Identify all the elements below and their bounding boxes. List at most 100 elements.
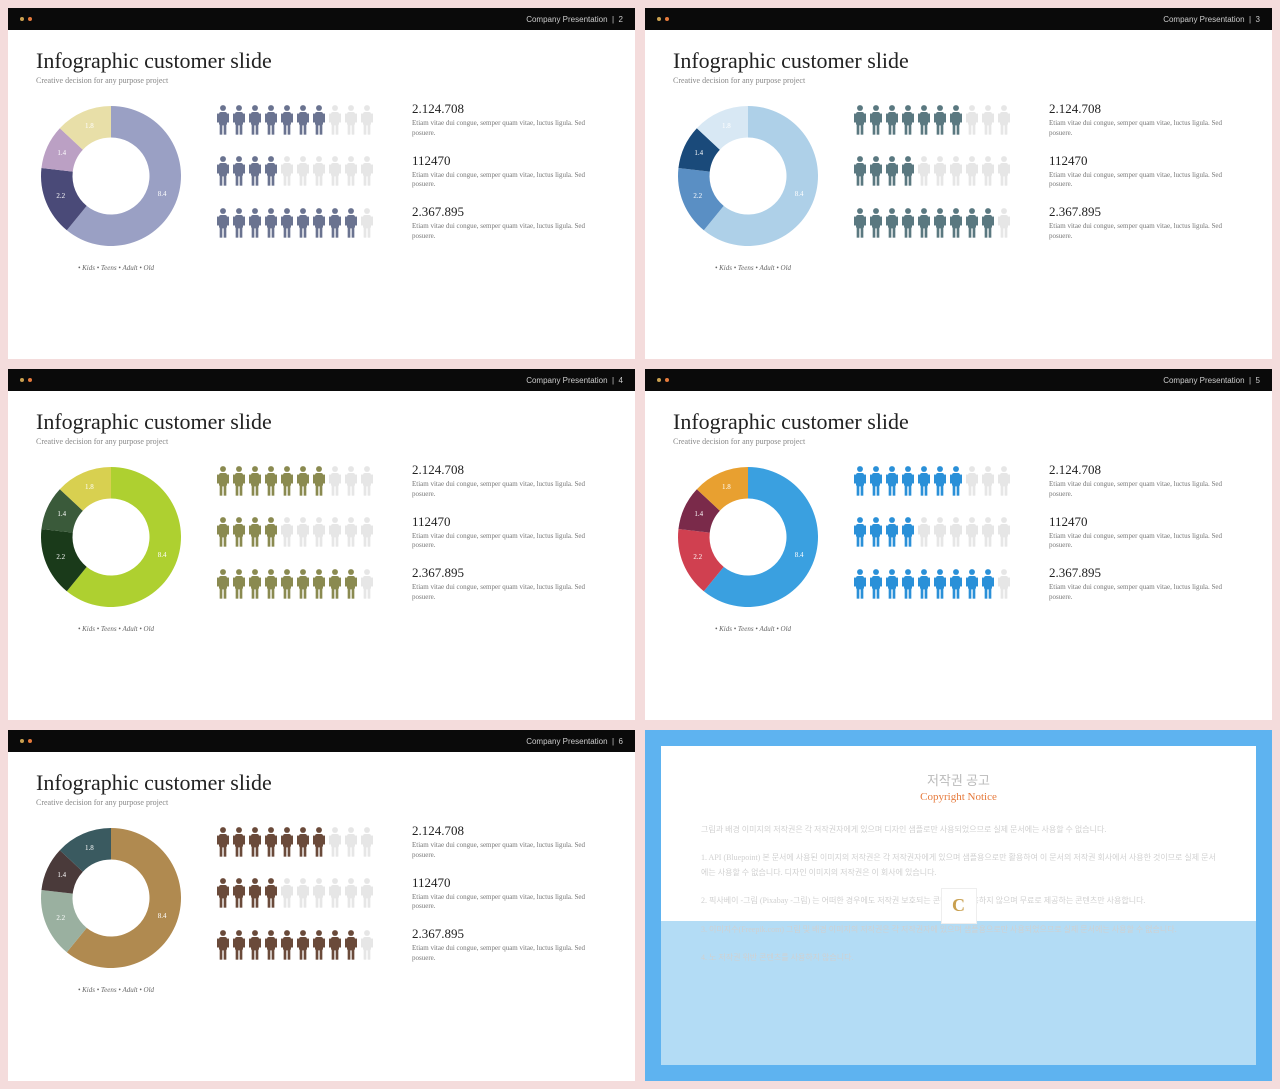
stat-number: 112470 xyxy=(412,514,607,530)
stats-list: 2.124.708 Etiam vitae dui congue, semper … xyxy=(216,823,607,994)
slide-subtitle: Creative decision for any purpose projec… xyxy=(36,437,607,446)
stat-number: 112470 xyxy=(412,153,607,169)
people-icons xyxy=(853,568,1033,600)
people-icons xyxy=(216,104,396,136)
header-text: Company Presentation | 6 xyxy=(526,737,623,746)
slide: Company Presentation | 2 Infographic cust… xyxy=(8,8,635,359)
svg-text:1.4: 1.4 xyxy=(57,871,66,879)
copyright-para: 3. 이미지수(Freepik.com) 그림 및 배경 이미지의 저작권은 각… xyxy=(701,923,1216,937)
svg-text:1.8: 1.8 xyxy=(722,483,731,491)
slide: Company Presentation | 6Infographic cust… xyxy=(8,730,635,1081)
legend: • Kids • Teens • Adult • Old xyxy=(673,625,833,633)
stat-number: 2.124.708 xyxy=(1049,462,1244,478)
stat-desc: Etiam vitae dui congue, semper quam vita… xyxy=(1049,222,1244,242)
svg-text:2.2: 2.2 xyxy=(693,192,702,200)
stat-desc: Etiam vitae dui congue, semper quam vita… xyxy=(412,119,607,139)
svg-text:1.8: 1.8 xyxy=(85,483,94,491)
svg-text:2.2: 2.2 xyxy=(56,914,65,922)
people-icons xyxy=(216,929,396,961)
slide-subtitle: Creative decision for any purpose projec… xyxy=(673,76,1244,85)
stat-number: 2.124.708 xyxy=(1049,101,1244,117)
svg-text:1.4: 1.4 xyxy=(57,510,66,518)
stat-desc: Etiam vitae dui congue, semper quam vita… xyxy=(412,222,607,242)
stat-number: 112470 xyxy=(1049,514,1244,530)
svg-text:1.8: 1.8 xyxy=(722,122,731,130)
stat-row: 112470Etiam vitae dui congue, semper qua… xyxy=(853,153,1244,191)
stat-row: 2.367.895Etiam vitae dui congue, semper … xyxy=(216,565,607,603)
people-icons xyxy=(216,465,396,497)
legend: • Kids • Teens • Adult • Old xyxy=(36,264,196,272)
stat-desc: Etiam vitae dui congue, semper quam vita… xyxy=(412,480,607,500)
stat-row: 2.124.708 Etiam vitae dui congue, semper … xyxy=(853,101,1244,139)
svg-text:1.4: 1.4 xyxy=(694,510,703,518)
donut-chart: 8.42.21.41.8• Kids • Teens • Adult • Old xyxy=(36,101,196,272)
slide-header: Company Presentation | 3 xyxy=(645,8,1272,30)
slide: Company Presentation | 5 Infographic cust… xyxy=(645,369,1272,720)
svg-text:2.2: 2.2 xyxy=(56,553,65,561)
people-icons xyxy=(216,155,396,187)
stat-row: 112470 Etiam vitae dui congue, semper qua… xyxy=(216,514,607,552)
donut-chart: 8.4 2.2 1.4 1.8 • Kids • Teens • Adult • Old xyxy=(673,101,833,272)
stat-number: 2.124.708 xyxy=(412,823,607,839)
svg-text:1.8: 1.8 xyxy=(85,844,94,852)
copyright-para: 1. API (Bluepoint) 본 문서에 사용된 이미지의 저작권은 각… xyxy=(701,851,1216,880)
stat-desc: Etiam vitae dui congue, semper quam vita… xyxy=(1049,480,1244,500)
stat-number: 112470 xyxy=(1049,153,1244,169)
slide-header: Company Presentation | 4 xyxy=(8,369,635,391)
stats-list: 2.124.708 Etiam vitae dui congue, semper … xyxy=(216,462,607,633)
stat-number: 2.124.708 xyxy=(412,462,607,478)
donut-chart: 8.4 2.2 1.4 1.8 • Kids • Teens • Adult • Old xyxy=(36,462,196,633)
svg-text:8.4: 8.4 xyxy=(795,190,804,198)
header-text: Company Presentation | 2 xyxy=(526,15,623,24)
svg-text:1.8: 1.8 xyxy=(85,122,94,130)
donut-chart: 8.4 2.2 1.4 1.8 • Kids • Teens • Adult • Old xyxy=(673,462,833,633)
slide-header: Company Presentation | 5 xyxy=(645,369,1272,391)
svg-text:8.4: 8.4 xyxy=(795,551,804,559)
stat-number: 112470 xyxy=(412,875,607,891)
stat-desc: Etiam vitae dui congue, semper quam vita… xyxy=(412,893,607,913)
slide-subtitle: Creative decision for any purpose projec… xyxy=(36,798,607,807)
copyright-title: 저작권 공고Copyright Notice xyxy=(661,770,1256,803)
stat-row: 2.124.708Etiam vitae dui congue, semper … xyxy=(216,101,607,139)
stat-desc: Etiam vitae dui congue, semper quam vita… xyxy=(412,944,607,964)
stat-row: 112470 Etiam vitae dui congue, semper qua… xyxy=(216,875,607,913)
stats-list: 2.124.708 Etiam vitae dui congue, semper … xyxy=(853,101,1244,272)
svg-text:1.4: 1.4 xyxy=(57,149,66,157)
stat-row: 2.124.708 Etiam vitae dui congue, semper … xyxy=(216,462,607,500)
svg-text:8.4: 8.4 xyxy=(158,551,167,559)
header-text: Company Presentation | 4 xyxy=(526,376,623,385)
people-icons xyxy=(216,568,396,600)
stat-desc: Etiam vitae dui congue, semper quam vita… xyxy=(1049,532,1244,552)
stat-desc: Etiam vitae dui congue, semper quam vita… xyxy=(412,841,607,861)
stat-row: 2.124.708 Etiam vitae dui congue, semper … xyxy=(216,823,607,861)
legend: • Kids • Teens • Adult • Old xyxy=(673,264,833,272)
header-text: Company Presentation | 3 xyxy=(1163,15,1260,24)
slide-subtitle: Creative decision for any purpose projec… xyxy=(673,437,1244,446)
stat-row: 2.367.895 Etiam vitae dui congue, semper … xyxy=(853,204,1244,242)
legend: • Kids • Teens • Adult • Old xyxy=(36,625,196,633)
stat-desc: Etiam vitae dui congue, semper quam vita… xyxy=(1049,119,1244,139)
people-icons xyxy=(216,877,396,909)
header-text: Company Presentation | 5 xyxy=(1163,376,1260,385)
slide-title: Infographic customer slide xyxy=(673,409,1244,435)
copyright-slide: 저작권 공고Copyright Notice 그림과 배경 이미지의 저작권은 각… xyxy=(645,730,1272,1081)
svg-text:8.4: 8.4 xyxy=(158,912,167,920)
svg-text:1.4: 1.4 xyxy=(694,149,703,157)
stat-row: 2.367.895 Etiam vitae dui congue, semper … xyxy=(216,204,607,242)
logo-badge: C xyxy=(941,888,977,924)
stat-row: 112470Etiam vitae dui congue, semper qua… xyxy=(216,153,607,191)
copyright-para: 4. 노 저작권 위반 콘텐츠를 사용하지 않습니다. xyxy=(701,951,1216,965)
slide-title: Infographic customer slide xyxy=(36,48,607,74)
people-icons xyxy=(853,207,1033,239)
people-icons xyxy=(216,207,396,239)
stat-desc: Etiam vitae dui congue, semper quam vita… xyxy=(1049,583,1244,603)
stat-number: 2.367.895 xyxy=(1049,204,1244,220)
stat-number: 2.367.895 xyxy=(412,204,607,220)
stat-number: 2.367.895 xyxy=(1049,565,1244,581)
slide: Company Presentation | 4Infographic cust… xyxy=(8,369,635,720)
people-icons xyxy=(853,155,1033,187)
stat-desc: Etiam vitae dui congue, semper quam vita… xyxy=(412,532,607,552)
people-icons xyxy=(216,516,396,548)
copyright-para: 그림과 배경 이미지의 저작권은 각 저작권자에게 있으며 디자인 샘플로만 사… xyxy=(701,823,1216,837)
svg-text:2.2: 2.2 xyxy=(693,553,702,561)
